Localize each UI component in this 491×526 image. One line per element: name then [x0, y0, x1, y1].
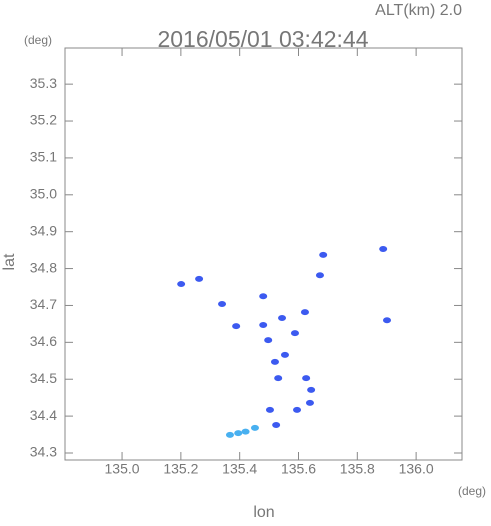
y-tick-label: 35.2	[30, 112, 57, 128]
echo-point	[195, 275, 204, 282]
echo-point	[293, 406, 302, 413]
y-tick-label: 34.5	[30, 370, 57, 386]
x-tick-label: 135.0	[105, 461, 140, 477]
echo-point	[379, 246, 388, 253]
y-tick-label: 34.6	[30, 333, 57, 349]
echo-point	[265, 406, 274, 413]
y-tick-label: 34.8	[30, 259, 57, 275]
echo-point	[259, 293, 268, 300]
y-tick-label: 34.9	[30, 222, 57, 238]
x-tick-label: 135.8	[340, 461, 375, 477]
echo-point	[259, 322, 268, 329]
x-tick-label: 135.6	[281, 461, 316, 477]
echo-point	[315, 272, 324, 279]
y-tick-label: 34.3	[30, 444, 57, 460]
echo-point	[278, 314, 287, 321]
y-tick-label: 34.7	[30, 296, 57, 312]
x-unit: (deg)	[458, 484, 486, 498]
altitude-label: ALT(km) 2.0	[375, 2, 462, 19]
y-tick-label: 34.4	[30, 407, 57, 423]
echo-point	[290, 330, 299, 337]
x-axis-label: lon	[253, 504, 274, 521]
echo-point	[383, 317, 392, 324]
x-tick-label: 136.0	[399, 461, 434, 477]
plot-frame	[64, 47, 463, 461]
echo-point	[272, 421, 281, 428]
echo-point	[177, 281, 186, 288]
echo-point	[280, 351, 289, 358]
echo-point	[270, 358, 279, 365]
y-tick-label: 35.1	[30, 149, 57, 165]
echo-point	[305, 399, 314, 406]
echo-point	[218, 300, 227, 307]
echo-point	[302, 375, 311, 382]
echo-point	[232, 323, 241, 330]
echo-point	[225, 431, 234, 438]
echo-point	[307, 386, 316, 393]
echo-point	[319, 251, 328, 258]
x-tick-label: 135.4	[222, 461, 257, 477]
echo-point	[234, 430, 243, 437]
echo-point	[274, 375, 283, 382]
echo-point	[264, 337, 273, 344]
echo-point	[241, 428, 250, 435]
x-tick-label: 135.2	[163, 461, 198, 477]
y-axis-label: lat	[1, 253, 18, 270]
echo-point	[300, 309, 309, 316]
echo-point	[250, 424, 259, 431]
y-unit: (deg)	[24, 33, 52, 47]
y-tick-label: 35.0	[30, 186, 57, 202]
y-tick-label: 35.3	[30, 75, 57, 91]
